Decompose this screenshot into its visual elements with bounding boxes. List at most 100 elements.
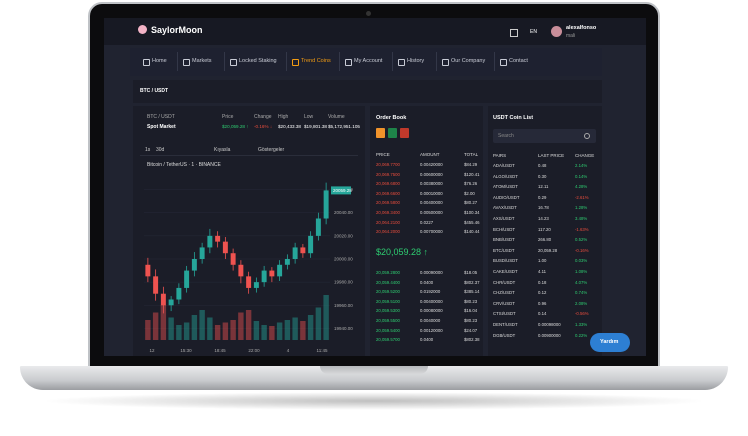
ask-cell: 20,069.5800: [376, 200, 400, 206]
toolbar-item[interactable]: 30d: [156, 147, 165, 153]
y-tick-label: 19960.00: [334, 303, 353, 308]
candle-body: [300, 247, 306, 254]
ask-cell: 20,064.2000: [376, 229, 400, 235]
ask-cell: 0.00500000: [420, 210, 443, 215]
coin-cell[interactable]: DGB/USDT: [493, 332, 516, 338]
coin-cell[interactable]: ADA/USDT: [493, 163, 515, 168]
volume-bar: [160, 305, 167, 340]
ask-cell: $84.29: [464, 162, 478, 167]
coin-cell[interactable]: BUSD/USDT: [493, 258, 518, 264]
coin-cell[interactable]: CHR/USDT: [493, 279, 516, 285]
view-button[interactable]: [388, 128, 397, 138]
user-name[interactable]: alexalfonso: [566, 25, 597, 31]
help-button[interactable]: [590, 333, 630, 352]
coin-cell[interactable]: AVAX/USDT: [493, 205, 517, 211]
ticker-value: $5,172,951.105: [328, 124, 360, 129]
volume-bar: [284, 320, 291, 340]
bid-cell: $24.07: [464, 327, 478, 333]
bid-cell: 0.00120000: [420, 327, 443, 333]
coin-cell: 4.28%: [575, 184, 588, 190]
volume-bar: [222, 322, 229, 340]
coin-cell[interactable]: DENT/USDT: [493, 322, 518, 327]
coin-cell[interactable]: CRV/USDT: [493, 300, 515, 306]
order-book-panel: [370, 106, 483, 356]
ask-cell: $120.41: [464, 171, 480, 177]
search-box[interactable]: [493, 129, 596, 143]
view-button[interactable]: [400, 128, 409, 138]
coin-cell[interactable]: BTC/USDT: [493, 247, 515, 253]
title-panel: [133, 80, 602, 103]
nav-icon: [398, 59, 405, 66]
nav-item[interactable]: Contact: [509, 58, 528, 64]
ticker-label: High: [278, 114, 289, 120]
coin-cell[interactable]: ALGO/USDT: [493, 173, 518, 179]
coin-cell: 3.48%: [575, 216, 588, 221]
help-text[interactable]: Yardım: [600, 339, 619, 345]
fullscreen-icon[interactable]: [510, 29, 518, 37]
nav-item[interactable]: Trend Coins: [301, 58, 331, 64]
bid-cell: 0.0400: [420, 337, 434, 343]
coin-cell[interactable]: CTSI/USDT: [493, 311, 516, 317]
candlestick-chart: 19940.00 19960.00 19980.00 20000.00 20020.00…: [144, 182, 353, 353]
toolbar-item[interactable]: Göstergeler: [258, 147, 285, 153]
view-button[interactable]: [376, 128, 385, 138]
coin-cell[interactable]: BCH/USDT: [493, 226, 515, 232]
ask-cell: 20,069.6600: [376, 190, 400, 196]
candle-body: [230, 253, 236, 265]
bid-cell: 20,059.5700: [376, 337, 400, 343]
nav-icon: [230, 59, 237, 66]
coin-cell[interactable]: ATOM/USDT: [493, 184, 518, 190]
bid-cell: 20,059.5300: [376, 308, 400, 314]
column-header: AMOUNT: [420, 152, 440, 157]
coin-cell: 2.08%: [575, 300, 588, 306]
coin-cell[interactable]: BNB/USDT: [493, 237, 515, 243]
nav-item[interactable]: Markets: [192, 58, 212, 64]
coin-cell: 0.48: [538, 163, 547, 168]
toolbar-item[interactable]: Kıyasla: [214, 147, 231, 153]
coin-cell: 1.28%: [575, 205, 588, 211]
y-tick-label: 19980.00: [334, 280, 353, 285]
candle-body: [207, 235, 213, 248]
nav-item[interactable]: My Account: [354, 58, 383, 64]
coin-cell[interactable]: AXS/USDT: [493, 216, 515, 221]
column-header: TOTAL: [464, 152, 479, 157]
volume-bar: [152, 312, 159, 340]
candle-body: [160, 293, 166, 306]
bid-cell: 0.0040000: [420, 318, 441, 323]
ask-cell: $100.34: [464, 210, 480, 215]
ask-cell: 0.00700000: [420, 229, 443, 235]
bid-cell: $802.38: [464, 337, 480, 343]
bid-cell: 0.00090000: [420, 270, 443, 275]
nav-item[interactable]: Locked Staking: [239, 58, 277, 64]
nav-item[interactable]: Our Company: [451, 58, 486, 64]
ask-cell: 0.00400000: [420, 200, 443, 206]
bid-cell: $80.23: [464, 298, 478, 304]
ask-cell: 0.00600000: [420, 171, 443, 177]
coin-cell: 2.14%: [575, 163, 588, 168]
nav-bar: [130, 48, 602, 76]
language[interactable]: EN: [530, 29, 537, 35]
bid-cell: $802.37: [464, 279, 480, 285]
search-icon: [584, 133, 590, 139]
volume-bar: [238, 312, 244, 340]
candle-body: [277, 264, 283, 277]
coin-cell[interactable]: CAKE/USDT: [493, 269, 518, 274]
avatar[interactable]: [551, 26, 562, 37]
ask-cell: 0.00010000: [420, 190, 443, 196]
search-placeholder[interactable]: Search: [498, 133, 514, 139]
candle-body: [168, 299, 174, 306]
x-tick-label: 15:30: [180, 348, 192, 353]
y-tick-label: 19940.00: [334, 326, 353, 331]
candle-body: [261, 270, 267, 283]
coin-cell: 0.12: [538, 290, 547, 296]
order-book-title: Order Book: [376, 115, 407, 121]
laptop-shadow: [40, 392, 708, 410]
x-tick-label: 4: [287, 348, 290, 353]
coin-cell[interactable]: AUDIO/USDT: [493, 194, 520, 200]
nav-item[interactable]: History: [407, 58, 425, 64]
ask-cell: 0.00380000: [420, 181, 443, 187]
toolbar-item[interactable]: 1s: [145, 147, 151, 153]
volume-bar: [269, 326, 275, 340]
coin-cell[interactable]: CHZ/USDT: [493, 290, 515, 296]
nav-item[interactable]: Home: [152, 58, 167, 64]
